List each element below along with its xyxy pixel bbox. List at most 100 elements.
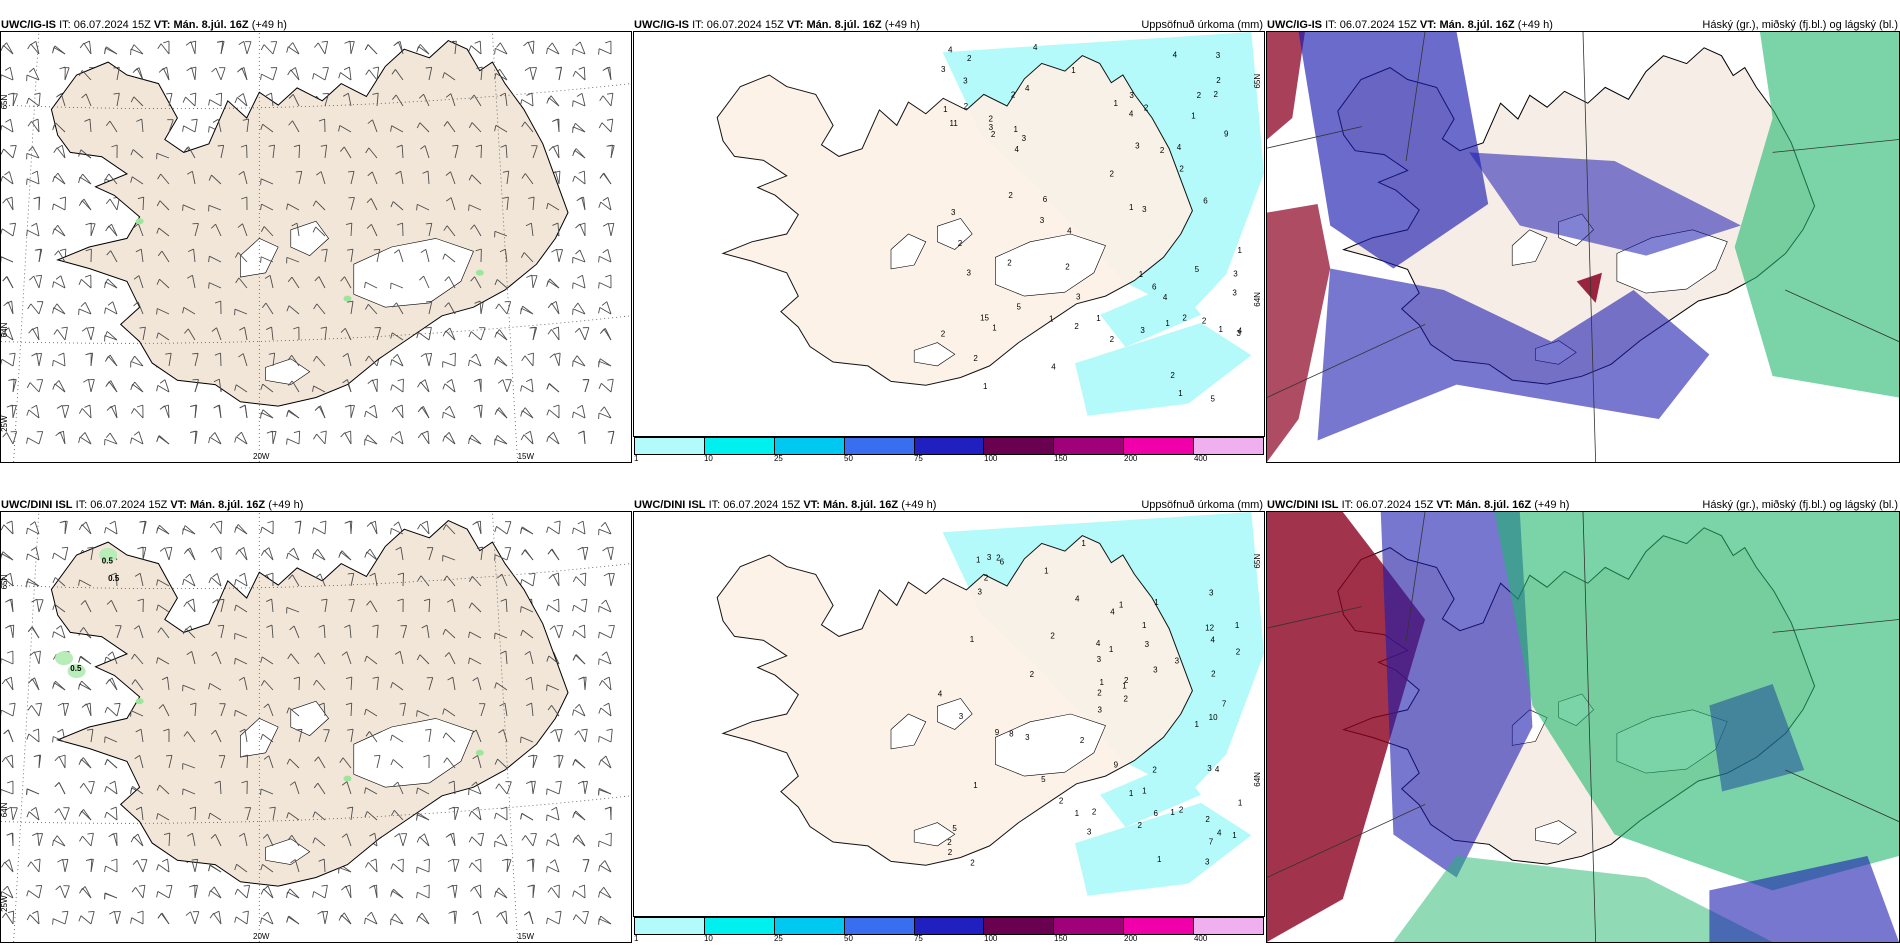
precip-value: 6 [1152, 283, 1157, 292]
panel-header: UWC/IG-IS IT: 06.07.2024 15Z VT: Mán. 8.… [1266, 15, 1900, 35]
precip-value: 2 [1059, 797, 1064, 806]
lon-label: 15W [518, 932, 535, 941]
precip-value: 5 [1016, 303, 1021, 312]
legend-swatch [1124, 918, 1195, 934]
cloud-map [1267, 32, 1899, 462]
precip-value: 2 [1011, 91, 1016, 100]
precip-value: 1 [973, 781, 978, 790]
vt-label: VT: [1436, 499, 1453, 511]
legend-swatch [984, 918, 1055, 934]
lat-label: 64N [1, 322, 9, 337]
precip-area [55, 651, 73, 666]
precip-value: 4 [938, 690, 943, 699]
precip-value: 2 [1110, 169, 1115, 178]
precip-value: 2 [1236, 648, 1241, 657]
precip-value: 2 [1202, 317, 1207, 326]
precip-value: 2 [964, 102, 969, 111]
precip-value: 1 [983, 382, 988, 391]
legend-swatch [844, 438, 915, 454]
glacier [1511, 229, 1548, 266]
precip-value: 3 [1140, 326, 1145, 335]
precip-value: 1 [1096, 314, 1101, 323]
graticule [1267, 512, 1899, 942]
precip-value: 1 [1139, 270, 1144, 279]
it-label: IT: [75, 499, 88, 511]
precip-value: 2 [967, 54, 972, 63]
precip-spot [135, 698, 144, 705]
lat-label: 64N [1253, 292, 1262, 307]
model-name: UWC/DINI ISL [634, 499, 706, 511]
map-area[interactable]: 65N 64N 25W 20W 15W [0, 31, 632, 463]
precip-value: 1 [1232, 831, 1237, 840]
precip-value: 3 [989, 123, 994, 132]
map-area[interactable] [1266, 511, 1900, 943]
graticule [1, 512, 631, 942]
precip-spot [475, 269, 484, 276]
it-value: 06.07.2024 15Z [706, 19, 784, 31]
precip-value: 2 [996, 553, 1001, 562]
precip-value: 3 [1209, 588, 1214, 597]
model-name: UWC/DINI ISL [1, 499, 73, 511]
lead-time: (+49 h) [884, 19, 920, 31]
lat-label: 65N [1, 95, 9, 110]
precip-value: 2 [1050, 632, 1055, 641]
precip-value: 4 [1217, 829, 1222, 838]
precip-value: 4 [1238, 327, 1243, 336]
precip-value: 4 [1173, 50, 1178, 59]
mid-cloud [1709, 856, 1899, 942]
precip-value: 1 [1157, 855, 1162, 864]
precip-value: 3 [1233, 269, 1238, 278]
precip-value: 2 [1182, 314, 1187, 323]
legend-swatch [774, 438, 845, 454]
precip-value: 2 [1179, 806, 1184, 815]
precip-value: 1 [1142, 786, 1147, 795]
glacier [995, 233, 1106, 297]
mid-cloud [1709, 684, 1805, 792]
precip-region [1075, 322, 1252, 416]
it-value: 06.07.2024 15Z [90, 499, 168, 511]
glacier [353, 238, 474, 308]
high-cloud [1494, 512, 1899, 891]
precip-value: 1 [1238, 246, 1243, 255]
model-name: UWC/DINI ISL [1267, 499, 1339, 511]
it-label: IT: [692, 19, 704, 31]
precip-value: 6 [1154, 809, 1159, 818]
legend-tick-label: 150 [1054, 454, 1068, 463]
legend-tick-label: 100 [984, 934, 998, 943]
map-area[interactable]: 65N 64N 25W 20W 15W 0.5 0.5 0.5 [0, 511, 632, 943]
lead-time: (+49 h) [268, 499, 304, 511]
precip-value: 10 [1209, 713, 1218, 722]
precip-value: 5 [952, 824, 957, 833]
contour-label: 0.5 [102, 557, 114, 566]
precip-value: 2 [1080, 736, 1085, 745]
precip-value: 4 [948, 46, 953, 55]
precip-value: 4 [1033, 43, 1038, 52]
panel-precip-top: UWC/IG-IS IT: 06.07.2024 15Z VT: Mán. 8.… [633, 15, 1265, 463]
legend-swatch [774, 918, 845, 934]
precip-value: 3 [959, 712, 964, 721]
map-area[interactable]: 3 3 1 2 3 4 5 4 4 2 2 2 2 6 5 4 3 2 3 4 5 11 3 1 2 9 15 2 1 2 1 1 2 3 2 4 3 2… [633, 31, 1265, 437]
precip-value: 9 [1114, 761, 1119, 770]
precip-value: 4 [1177, 143, 1182, 152]
vt-value: Mán. 8.júl. 16Z [806, 19, 882, 31]
precip-value: 2 [991, 130, 996, 139]
precip-region [1075, 802, 1252, 896]
map-area[interactable]: 1 2 3 1 1 2 3 3 4 5 6 9 10 3 1 2 3 12 7 2 9 1 2 2 2 4 1 2 3 3 1 2 1 4 2 4 5 2… [633, 511, 1265, 917]
legend-tick-label: 400 [1193, 934, 1208, 943]
precip-value: 2 [1123, 694, 1128, 703]
map-area[interactable] [1266, 31, 1900, 463]
map-title: Uppsöfnuð úrkoma (mm) [1141, 499, 1263, 511]
precip-value: 4 [1215, 765, 1220, 774]
precip-value: 2 [1179, 164, 1184, 173]
legend-swatch [914, 918, 985, 934]
mid-cloud [1298, 32, 1489, 269]
graticule [1267, 32, 1899, 462]
precip-value: 2 [1007, 259, 1012, 268]
legend-swatch [914, 438, 985, 454]
precip-value: 3 [977, 588, 982, 597]
legend-swatch [1124, 438, 1195, 454]
precip-value: 6 [1000, 558, 1005, 567]
precip-value: 1 [1154, 598, 1159, 607]
panel-header: UWC/DINI ISL IT: 06.07.2024 15Z VT: Mán.… [633, 495, 1265, 515]
precip-value: 1 [1170, 808, 1175, 817]
